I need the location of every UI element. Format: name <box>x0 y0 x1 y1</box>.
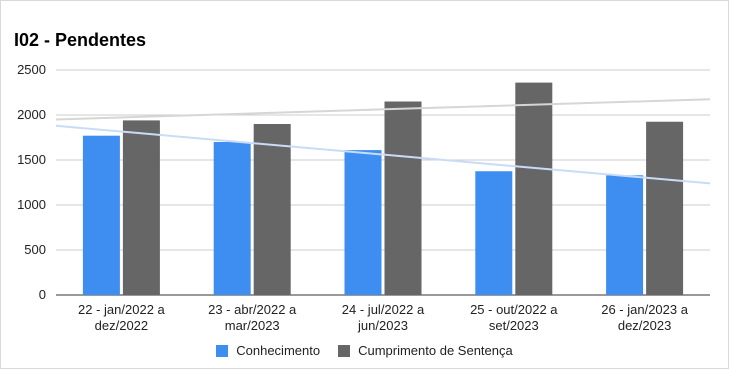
legend-swatch-cumprimento <box>338 344 351 357</box>
trendline <box>55 124 711 185</box>
bar-conhecimento <box>606 175 644 295</box>
x-tick-label: 23 - abr/2022 a <box>208 302 297 317</box>
bar-conhecimento <box>213 142 251 295</box>
y-tick-label: 2000 <box>17 107 46 122</box>
legend-swatch-conhecimento <box>216 344 229 357</box>
bar-conhecimento <box>475 171 513 295</box>
y-tick-label: 2500 <box>17 62 46 77</box>
y-tick-label: 1000 <box>17 197 46 212</box>
bar-conhecimento <box>344 150 382 295</box>
x-tick-label: 24 - jul/2022 a <box>342 302 425 317</box>
bar-cumprimento <box>515 82 553 295</box>
y-tick-label: 0 <box>39 287 46 302</box>
y-tick-label: 1500 <box>17 152 46 167</box>
legend-label-conhecimento: Conhecimento <box>236 343 321 358</box>
bar-cumprimento <box>253 124 291 295</box>
x-tick-label: jun/2023 <box>357 318 408 333</box>
chart-title: I02 - Pendentes <box>14 30 147 50</box>
y-tick-label: 500 <box>24 242 46 257</box>
x-tick-label: set/2023 <box>489 318 539 333</box>
x-tick-label: 22 - jan/2022 a <box>78 302 166 317</box>
x-tick-label: dez/2022 <box>95 318 149 333</box>
bar-conhecimento <box>82 135 120 295</box>
bar-cumprimento <box>384 101 422 295</box>
bar-cumprimento <box>122 120 160 296</box>
x-tick-label: dez/2023 <box>618 318 672 333</box>
x-tick-label: 26 - jan/2023 a <box>601 302 689 317</box>
x-tick-label: 25 - out/2022 a <box>470 302 558 317</box>
chart-legend: Conhecimento Cumprimento de Sentença <box>0 343 729 358</box>
legend-label-cumprimento: Cumprimento de Sentença <box>358 343 513 358</box>
legend-item-conhecimento: Conhecimento <box>216 343 320 358</box>
trendline <box>55 98 711 121</box>
legend-item-cumprimento: Cumprimento de Sentença <box>338 343 513 358</box>
x-tick-label: mar/2023 <box>225 318 280 333</box>
bar-cumprimento <box>646 121 684 295</box>
